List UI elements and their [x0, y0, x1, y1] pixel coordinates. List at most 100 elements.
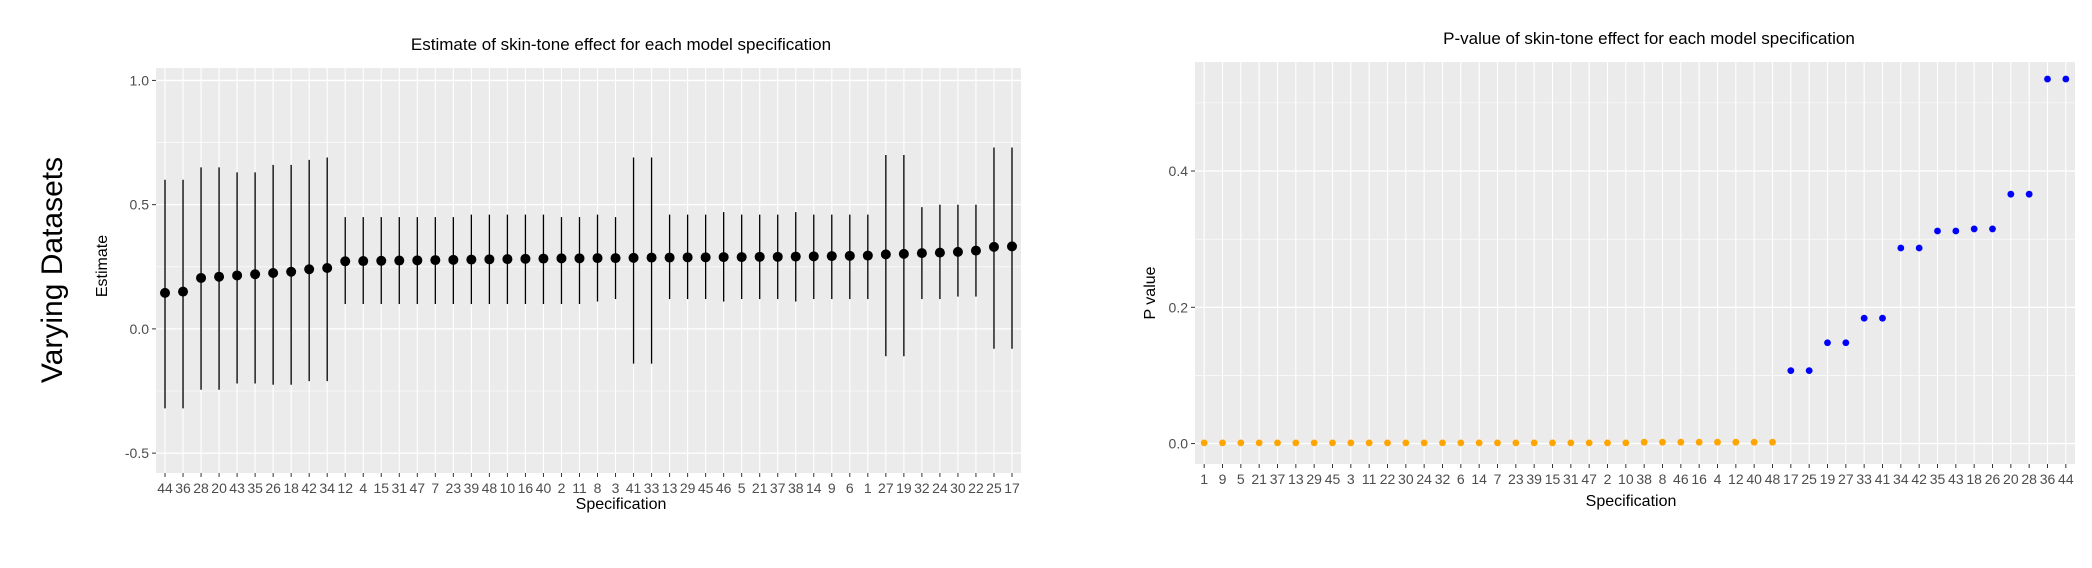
estimate-x-tick-label: 12	[337, 480, 353, 496]
pvalue-point	[1714, 438, 1721, 446]
pvalue-point	[1237, 439, 1245, 447]
estimate-x-tick-label: 37	[770, 480, 786, 496]
pvalue-x-tick-label: 18	[1966, 471, 1982, 487]
estimate-point	[808, 251, 819, 262]
estimate-point	[376, 255, 387, 266]
estimate-point	[790, 251, 801, 262]
estimate-point	[466, 254, 477, 265]
pvalue-point	[1732, 438, 1740, 446]
pvalue-x-tick-label: 4	[1714, 471, 1722, 487]
estimate-x-tick-label: 48	[482, 480, 498, 496]
estimate-point	[358, 256, 369, 267]
pvalue-x-tick-label: 48	[1765, 471, 1781, 487]
estimate-x-tick-label: 14	[806, 480, 822, 496]
pvalue-point	[1439, 439, 1446, 447]
pvalue-point	[1512, 439, 1520, 447]
pvalue-x-tick-label: 11	[1362, 471, 1377, 487]
estimate-point	[898, 248, 909, 259]
pvalue-x-tick-label: 36	[2040, 471, 2056, 487]
pvalue-point	[1549, 439, 1556, 447]
estimate-point	[736, 252, 747, 263]
estimate-x-tick-label: 47	[410, 480, 426, 496]
pvalue-x-tick-label: 1	[1200, 471, 1208, 487]
pvalue-point	[1787, 367, 1795, 375]
pvalue-x-tick-label: 29	[1306, 471, 1322, 487]
pvalue-x-tick-label: 25	[1801, 471, 1817, 487]
pvalue-x-tick-label: 16	[1691, 471, 1707, 487]
estimate-point	[628, 252, 639, 263]
pvalue-x-tick-label: 34	[1893, 471, 1909, 487]
estimate-x-tick-label: 1	[864, 480, 872, 496]
pvalue-point	[1219, 439, 1226, 447]
pvalue-x-tick-label: 23	[1508, 471, 1524, 487]
pvalue-point	[1952, 227, 1960, 235]
pvalue-x-tick-label: 43	[1948, 471, 1964, 487]
pvalue-chart-title: P-value of skin-tone effect for each mod…	[1443, 29, 1855, 48]
pvalue-x-tick-label: 40	[1746, 471, 1762, 487]
pvalue-x-tick-label: 30	[1398, 471, 1414, 487]
estimate-point	[592, 253, 603, 264]
pvalue-point	[1292, 439, 1300, 447]
estimate-point	[700, 252, 711, 263]
pvalue-x-tick-label: 46	[1673, 471, 1689, 487]
pvalue-x-tick-label: 9	[1219, 471, 1227, 487]
estimate-point	[484, 254, 495, 265]
pvalue-point	[1475, 439, 1483, 447]
pvalue-point	[1860, 314, 1868, 322]
pvalue-x-tick-label: 12	[1728, 471, 1744, 487]
estimate-point	[232, 270, 243, 281]
pvalue-point	[1585, 439, 1593, 447]
estimate-point	[844, 250, 855, 261]
pvalue-point	[1897, 244, 1905, 252]
pvalue-point	[1402, 439, 1410, 447]
estimate-point	[412, 255, 423, 266]
pvalue-x-tick-label: 10	[1618, 471, 1634, 487]
estimate-x-tick-label: 24	[932, 480, 948, 496]
pvalue-x-tick-label: 28	[2021, 471, 2037, 487]
pvalue-x-tick-label: 31	[1563, 471, 1579, 487]
estimate-point	[250, 269, 261, 280]
pvalue-x-tick-label: 13	[1288, 471, 1304, 487]
estimate-x-tick-label: 26	[265, 480, 281, 496]
estimate-x-tick-label: 45	[698, 480, 714, 496]
pvalue-point	[1677, 438, 1685, 446]
pvalue-point	[2062, 75, 2070, 83]
pvalue-point	[2044, 75, 2051, 83]
estimate-point	[952, 246, 963, 257]
estimate-x-tick-label: 17	[1004, 480, 1020, 496]
estimate-x-tick-label: 7	[431, 480, 439, 496]
estimate-x-tick-label: 25	[986, 480, 1002, 496]
estimate-point	[970, 245, 981, 256]
estimate-point	[826, 251, 837, 262]
estimate-x-tick-label: 33	[644, 480, 660, 496]
pvalue-panel	[1195, 62, 2075, 464]
pvalue-point	[2007, 190, 2015, 198]
pvalue-x-tick-label: 26	[1985, 471, 2001, 487]
estimate-x-tick-label: 29	[680, 480, 696, 496]
estimate-x-tick-label: 38	[788, 480, 804, 496]
estimate-x-tick-label: 9	[828, 480, 836, 496]
pvalue-x-tick-label: 14	[1471, 471, 1487, 487]
estimate-point	[286, 266, 297, 277]
estimate-x-tick-label: 16	[518, 480, 534, 496]
estimate-x-tick-label: 11	[572, 480, 587, 496]
estimate-point	[214, 271, 225, 282]
estimate-x-tick-label: 27	[878, 480, 894, 496]
estimate-y-tick-label: -0.5	[125, 445, 149, 461]
pvalue-point	[1695, 438, 1703, 446]
estimate-point	[430, 255, 441, 266]
pvalue-chart: P-value of skin-tone effect for each mod…	[1142, 29, 2075, 510]
estimate-point	[610, 253, 621, 264]
pvalue-x-tick-label: 22	[1380, 471, 1396, 487]
pvalue-chart-xlabel: Specification	[1586, 493, 1677, 510]
estimate-chart-title: Estimate of skin-tone effect for each mo…	[411, 35, 831, 54]
pvalue-point	[1347, 439, 1355, 447]
estimate-x-tick-label: 13	[662, 480, 678, 496]
estimate-point	[502, 254, 513, 265]
estimate-x-tick-label: 40	[536, 480, 552, 496]
estimate-x-tick-label: 5	[738, 480, 746, 496]
pvalue-point	[1934, 227, 1941, 235]
estimate-point	[322, 263, 333, 274]
estimate-x-tick-label: 30	[950, 480, 966, 496]
estimate-x-tick-label: 18	[283, 480, 299, 496]
